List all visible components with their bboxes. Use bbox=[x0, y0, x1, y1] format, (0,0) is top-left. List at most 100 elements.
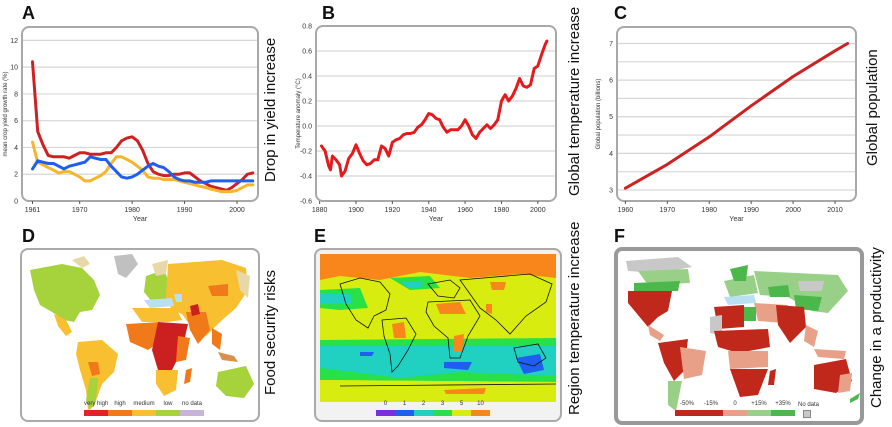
world-map-f bbox=[626, 257, 860, 411]
region-china-west bbox=[798, 281, 824, 291]
y-tick-label: 4 bbox=[14, 145, 18, 152]
region-south-asia bbox=[186, 312, 210, 344]
panel-letter-a: A bbox=[22, 3, 35, 23]
legend-label: -15% bbox=[703, 401, 718, 407]
region-scandinavia bbox=[152, 260, 168, 276]
series-line-blue bbox=[31, 155, 255, 184]
x-tick-label: 1880 bbox=[312, 207, 328, 214]
y-axis-label: mean crop yield growth rate (%) bbox=[3, 71, 9, 156]
zone-southern-africa bbox=[454, 334, 464, 352]
region-australia bbox=[216, 366, 254, 398]
region-africa-east bbox=[176, 336, 190, 362]
y-tick-label: 6 bbox=[14, 118, 18, 125]
x-axis-label: Year bbox=[133, 216, 148, 223]
y-tick-label: -0.6 bbox=[300, 199, 312, 206]
region-scandinavia bbox=[730, 265, 748, 281]
y-tick-label: 6 bbox=[609, 78, 613, 85]
region-africa-west bbox=[126, 322, 162, 350]
map-e-temperature bbox=[314, 248, 562, 422]
x-tick-label: 2000 bbox=[530, 207, 546, 214]
region-afghanistan bbox=[190, 304, 200, 316]
zone-southern-blue-1 bbox=[360, 352, 374, 356]
zone-southern-blue-2 bbox=[444, 362, 472, 370]
legend-label: 10 bbox=[477, 401, 484, 407]
map-d-food-security bbox=[20, 248, 260, 422]
panel-letter-d: D bbox=[22, 226, 35, 246]
zone-siberia bbox=[490, 282, 506, 290]
legend-swatch: high bbox=[108, 401, 132, 416]
chart-c-group: 3 4 5 6 7 1960 1970 1980 1990 2000 2010 Year Global … bbox=[596, 26, 857, 223]
x-tick-label: 2000 bbox=[229, 207, 245, 214]
x-tick-label: 1980 bbox=[124, 207, 140, 214]
legend-label: 1 bbox=[402, 401, 407, 407]
y-tick-label: 0.2 bbox=[302, 99, 312, 106]
plot-frame bbox=[21, 26, 259, 202]
legend-label: 0 bbox=[383, 401, 388, 407]
panel-letter-c: C bbox=[614, 3, 627, 23]
region-central-america bbox=[648, 325, 664, 341]
legend-label: +15% bbox=[751, 401, 767, 407]
y-tick-label: 5 bbox=[609, 114, 613, 121]
legend-swatch: no data bbox=[180, 401, 204, 416]
legend-label: high bbox=[114, 401, 126, 407]
legend-swatch: 3 bbox=[433, 401, 452, 416]
legend-label: 0 bbox=[733, 401, 737, 407]
x-tick-label: 1940 bbox=[421, 207, 437, 214]
y-tick-label: 8 bbox=[14, 91, 18, 98]
legend-swatch: 10 bbox=[471, 401, 490, 416]
region-africa-south bbox=[156, 370, 178, 396]
x-tick-label: 1920 bbox=[385, 207, 401, 214]
region-asia bbox=[166, 260, 248, 336]
region-canada-north bbox=[72, 256, 90, 268]
world-map-d bbox=[30, 254, 254, 410]
region-canada bbox=[638, 269, 690, 285]
y-tick-label: 0 bbox=[14, 199, 18, 206]
legend-swatch: 5 bbox=[452, 401, 471, 416]
legend-temperature: 0 1 2 3 5 10 bbox=[376, 401, 490, 416]
region-africa-south bbox=[730, 369, 768, 397]
map-f-productivity bbox=[614, 247, 864, 425]
legend-label: +35% bbox=[775, 401, 791, 407]
region-mexico bbox=[54, 314, 72, 336]
x-tick-label: 1970 bbox=[660, 207, 676, 214]
legend-swatch: 2 bbox=[414, 401, 433, 416]
zone-amazon bbox=[392, 322, 406, 338]
legend-swatch: 0 bbox=[376, 401, 395, 416]
region-africa-central bbox=[728, 351, 768, 369]
legend-swatch: 1 bbox=[395, 401, 414, 416]
legend-swatch: low bbox=[156, 401, 180, 416]
y-tick-label: 12 bbox=[10, 38, 18, 45]
region-new-zealand bbox=[850, 393, 860, 403]
y-tick-label: -0.2 bbox=[300, 149, 312, 156]
zone-pacific-cyan bbox=[320, 294, 352, 304]
x-tick-label: 1960 bbox=[618, 207, 634, 214]
legend-label-no-data: No data bbox=[798, 402, 820, 408]
zone-india bbox=[486, 304, 492, 314]
region-caspian bbox=[174, 294, 182, 302]
legend-swatch: 0 bbox=[723, 401, 747, 416]
legend-swatch: medium bbox=[132, 401, 156, 416]
region-indonesia bbox=[218, 352, 238, 362]
legend-label: -50% bbox=[679, 401, 694, 407]
region-sahel bbox=[714, 329, 770, 353]
legend-label: no data bbox=[181, 401, 203, 407]
y-axis-label: Temperature anomaly (°C) bbox=[296, 78, 302, 148]
panel-letter-b: B bbox=[322, 3, 335, 23]
plot-frame bbox=[616, 26, 857, 202]
region-usa-south bbox=[628, 291, 672, 327]
panel-letter-e: E bbox=[314, 226, 327, 246]
legend-swatch: -15% bbox=[699, 401, 723, 416]
region-argentina bbox=[668, 381, 682, 411]
chart-a-group: 0 2 4 6 8 10 12 1961 1970 1980 1990 2000 Year mean cr… bbox=[3, 26, 259, 223]
region-greenland bbox=[114, 254, 138, 278]
legend-label: medium bbox=[133, 401, 155, 407]
series-line-red bbox=[31, 60, 255, 192]
region-siberia-east bbox=[236, 270, 250, 298]
y-tick-label: 0.6 bbox=[302, 49, 312, 56]
y-tick-label: 0.4 bbox=[302, 74, 312, 81]
region-madagascar bbox=[768, 369, 776, 385]
chart-b-group: -0.6 -0.4 -0.2 0.0 0.2 0.4 0.6 0.8 1880 1900 1920 1… bbox=[296, 24, 557, 223]
